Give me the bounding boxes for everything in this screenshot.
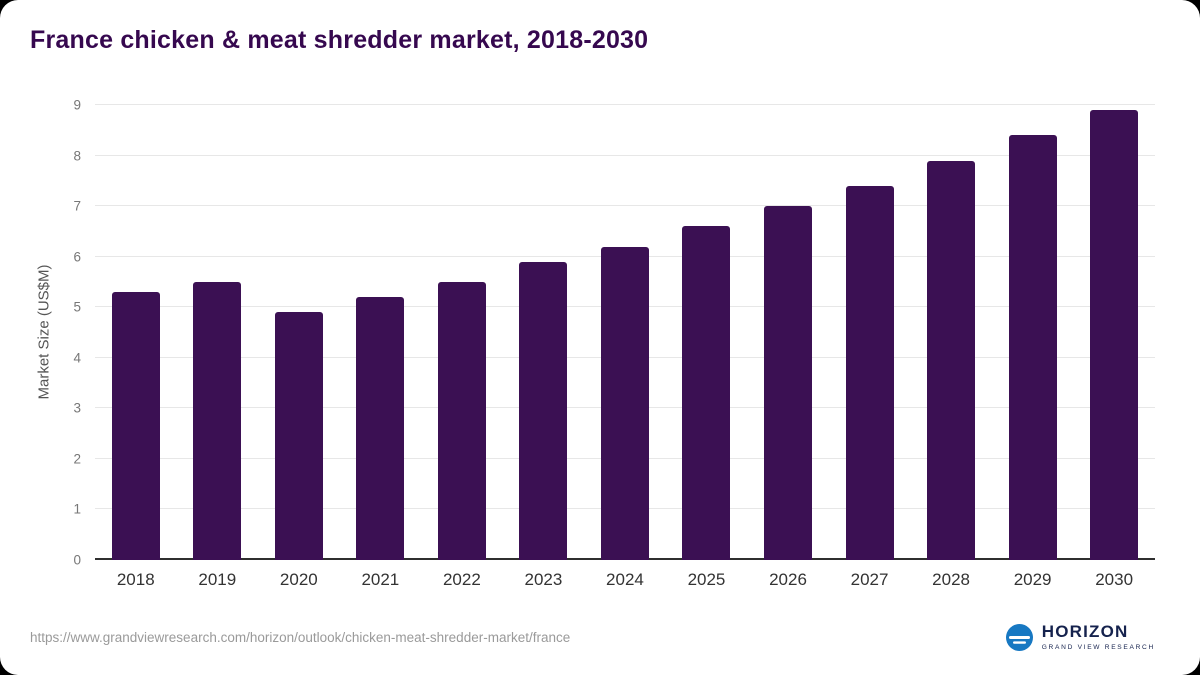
y-tick-label: 0 bbox=[73, 552, 81, 568]
bar-column-2024 bbox=[584, 105, 666, 560]
y-tick-label: 9 bbox=[73, 97, 81, 113]
bar-2022 bbox=[437, 281, 486, 560]
x-tick-label: 2023 bbox=[524, 570, 563, 589]
bar-column-2018 bbox=[95, 105, 177, 560]
gridline bbox=[95, 154, 1155, 156]
y-tick-label: 2 bbox=[73, 451, 81, 467]
y-tick-label: 5 bbox=[73, 299, 81, 315]
bar-2025 bbox=[682, 226, 731, 560]
bar-column-2030 bbox=[1073, 105, 1155, 560]
x-tick-label: 2021 bbox=[361, 570, 400, 589]
plot-area: 0 1 2 3 4 5 6 7 8 9 2018 2019 2020 2021 2022 2023 2024 20… bbox=[73, 98, 1155, 589]
bar-column-2023 bbox=[503, 105, 585, 560]
x-tick-label: 2028 bbox=[932, 570, 970, 589]
bar-column-2028 bbox=[910, 105, 992, 560]
y-tick-label: 4 bbox=[73, 350, 81, 366]
x-tick-label: 2024 bbox=[606, 570, 644, 589]
horizon-globe-icon bbox=[1005, 623, 1033, 651]
x-tick-label: 2030 bbox=[1095, 570, 1134, 589]
x-tick-label: 2026 bbox=[769, 570, 807, 589]
bar-2028 bbox=[927, 160, 976, 560]
bar-column-2020 bbox=[258, 105, 340, 560]
bar-2026 bbox=[764, 206, 813, 560]
bar-2029 bbox=[1008, 135, 1057, 560]
x-tick-label: 2029 bbox=[1013, 570, 1052, 589]
bar-2020 bbox=[274, 312, 323, 560]
brand-subtitle: GRAND VIEW RESEARCH bbox=[1041, 643, 1155, 651]
bar-2024 bbox=[600, 246, 649, 560]
source-url: https://www.grandviewresearch.com/horizo… bbox=[30, 630, 571, 645]
y-tick-label: 1 bbox=[73, 501, 81, 517]
x-tick-label: 2025 bbox=[687, 570, 726, 589]
bar-2023 bbox=[519, 261, 568, 560]
bar-2027 bbox=[845, 185, 894, 560]
brand-logo: HORIZON GRAND VIEW RESEARCH bbox=[1005, 622, 1155, 651]
y-axis-label: Market Size (US$M) bbox=[35, 264, 53, 400]
gridline bbox=[95, 205, 1155, 207]
bar-column-2027 bbox=[829, 105, 911, 560]
bar-column-2021 bbox=[340, 105, 422, 560]
brand-name: HORIZON bbox=[1041, 622, 1129, 642]
x-tick-label: 2018 bbox=[116, 570, 155, 589]
chart-title: France chicken & meat shredder market, 2… bbox=[30, 26, 649, 54]
bar-2018 bbox=[111, 292, 160, 560]
gridline bbox=[95, 104, 1155, 105]
bar-2030 bbox=[1090, 110, 1139, 560]
bar-column-2019 bbox=[177, 105, 259, 560]
bar-column-2026 bbox=[747, 105, 829, 560]
x-axis-labels: 2018 2019 2020 2021 2022 2023 2024 2025 2026 2027… bbox=[95, 570, 1155, 590]
bars-container bbox=[95, 105, 1155, 560]
bar-column-2029 bbox=[992, 105, 1074, 560]
bar-2019 bbox=[193, 281, 242, 560]
bar-column-2025 bbox=[666, 105, 748, 560]
y-tick-label: 7 bbox=[73, 198, 81, 214]
x-tick-label: 2020 bbox=[279, 570, 318, 589]
x-tick-label: 2027 bbox=[850, 570, 889, 589]
brand-logo-text: HORIZON GRAND VIEW RESEARCH bbox=[1041, 622, 1155, 651]
y-tick-label: 8 bbox=[73, 148, 81, 164]
y-tick-label: 3 bbox=[73, 400, 81, 416]
x-tick-label: 2019 bbox=[198, 570, 237, 589]
x-tick-label: 2022 bbox=[442, 570, 481, 589]
bar-2021 bbox=[356, 297, 405, 560]
bar-column-2022 bbox=[421, 105, 503, 560]
y-tick-label: 6 bbox=[73, 249, 81, 265]
